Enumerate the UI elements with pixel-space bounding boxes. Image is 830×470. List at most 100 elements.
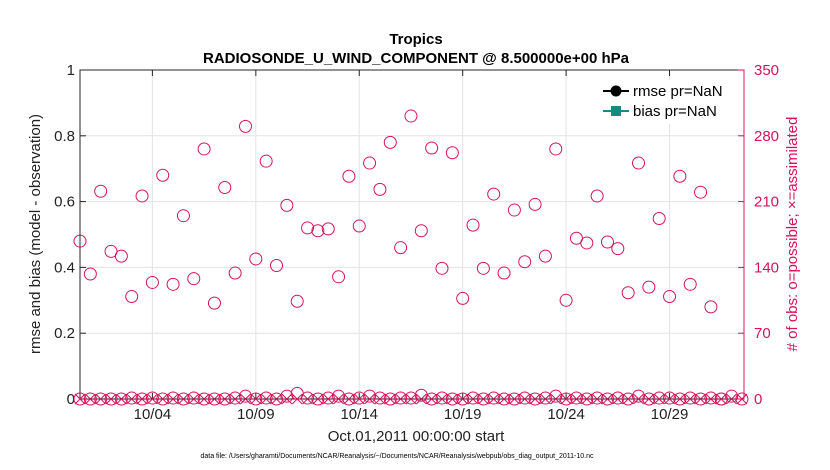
series-1-point-0: [74, 393, 86, 405]
legend-bias-label: bias pr=NaN: [633, 103, 717, 120]
series-2-point-14: [218, 392, 232, 406]
series-0-point-14: [218, 181, 232, 194]
series-2-point-2: [94, 392, 108, 406]
series-2-point-30: [383, 392, 397, 406]
series-1-point-2: [95, 393, 107, 405]
series-0-point-28: [363, 156, 377, 170]
series-1-point-45: [540, 393, 551, 405]
series-2-point-0: [73, 392, 87, 406]
series-2-point-54: [632, 389, 646, 403]
series-1-point-49: [581, 393, 593, 405]
series-2-point-6: [135, 392, 149, 406]
series-0-point-11: [187, 272, 201, 286]
series-1-point-34: [426, 393, 438, 405]
series-0-point-53: [621, 286, 635, 300]
y-right-tick-label-3: 210: [754, 194, 779, 211]
x-tick-label-0: 10/04: [134, 406, 172, 423]
series-1-point-62: [715, 393, 727, 405]
series-1-point-58: [674, 393, 686, 405]
series-1-point-19: [271, 393, 282, 405]
series-0-point-18: [259, 154, 273, 168]
series-1-point-53: [622, 393, 634, 405]
series-1-point-40: [488, 393, 500, 405]
series-1-point-59: [684, 393, 696, 405]
series-0-point-30: [383, 135, 397, 149]
series-1-point-14: [219, 393, 231, 405]
y-left-tick-label-3: 0.6: [54, 194, 75, 211]
series-2-point-40: [487, 391, 501, 405]
series-2-point-8: [156, 392, 170, 406]
series-1-point-29: [374, 393, 386, 405]
series-0-point-16: [238, 119, 252, 133]
series-0-point-1: [83, 267, 97, 281]
series-0-point-58: [673, 169, 687, 183]
series-1-point-64: [736, 393, 748, 405]
series-0-point-47: [559, 293, 573, 307]
series-2-point-15: [228, 391, 242, 405]
series-1-point-44: [529, 393, 541, 405]
y-right-tick-label-1: 70: [754, 325, 771, 342]
series-2-point-13: [207, 392, 221, 406]
series-1-point-38: [467, 393, 479, 405]
series-0-point-20: [280, 198, 294, 212]
series-1-point-15: [229, 393, 241, 405]
series-1-point-51: [602, 393, 613, 405]
series-2-point-50: [590, 391, 604, 405]
y-axis-right-label: # of obs: o=possible; ×=assimilated: [784, 117, 801, 352]
series-2-point-64: [735, 392, 749, 406]
series-2-point-5: [125, 391, 139, 405]
series-2-point-32: [404, 391, 418, 405]
y-right-tick-label-4: 280: [754, 128, 779, 145]
series-1-point-25: [333, 393, 344, 405]
series-2-point-23: [311, 392, 325, 406]
series-2-point-28: [363, 389, 377, 403]
series-2-point-24: [321, 391, 335, 405]
series-0-point-61: [704, 300, 718, 314]
series-0-point-46: [549, 142, 563, 156]
legend-rmse-label: rmse pr=NaN: [633, 83, 723, 100]
series-0-point-44: [528, 197, 542, 211]
series-0-point-41: [497, 266, 511, 280]
series-1-point-8: [157, 393, 169, 405]
series-0-point-34: [425, 141, 439, 155]
series-1-point-61: [705, 393, 717, 405]
series-2-point-41: [497, 392, 511, 406]
series-1-point-56: [653, 393, 665, 405]
series-2-point-47: [559, 392, 573, 406]
series-0-point-50: [590, 189, 604, 203]
series-0-point-56: [652, 212, 666, 226]
series-2-point-38: [466, 391, 480, 405]
footnote: data file: /Users/gharamti/Documents/NCA…: [200, 453, 594, 460]
series-0-point-8: [156, 168, 170, 182]
y-right-tick-label-5: 350: [754, 62, 779, 79]
series-1-point-23: [312, 393, 324, 405]
series-1-point-17: [250, 393, 262, 405]
x-tick-label-2: 10/14: [340, 406, 378, 423]
series-1-point-1: [84, 393, 96, 405]
series-2-point-42: [507, 392, 521, 406]
chart-title: Tropics: [389, 31, 442, 48]
series-2-point-29: [373, 391, 387, 405]
legend-rmse-marker: [610, 85, 622, 97]
series-2-point-3: [104, 392, 118, 406]
series-0-point-43: [518, 255, 532, 269]
x-tick-label-3: 10/19: [444, 406, 482, 423]
series-1-point-16: [240, 393, 251, 405]
series-0-point-17: [249, 252, 263, 266]
series-2-point-61: [704, 391, 718, 405]
series-0-point-55: [642, 280, 656, 294]
series-1-point-54: [633, 393, 644, 405]
series-2-point-18: [259, 391, 273, 405]
series-2-point-49: [580, 392, 594, 406]
series-0-point-6: [135, 189, 149, 203]
series-1-point-12: [198, 393, 210, 405]
series-0-point-57: [663, 290, 677, 304]
series-0-point-23: [311, 224, 325, 238]
series-1-point-60: [695, 393, 706, 405]
series-0-point-32: [404, 109, 418, 123]
series-0-point-12: [197, 142, 211, 156]
series-0-point-29: [373, 182, 387, 196]
series-1-point-3: [105, 393, 117, 405]
series-0-point-54: [632, 156, 646, 170]
